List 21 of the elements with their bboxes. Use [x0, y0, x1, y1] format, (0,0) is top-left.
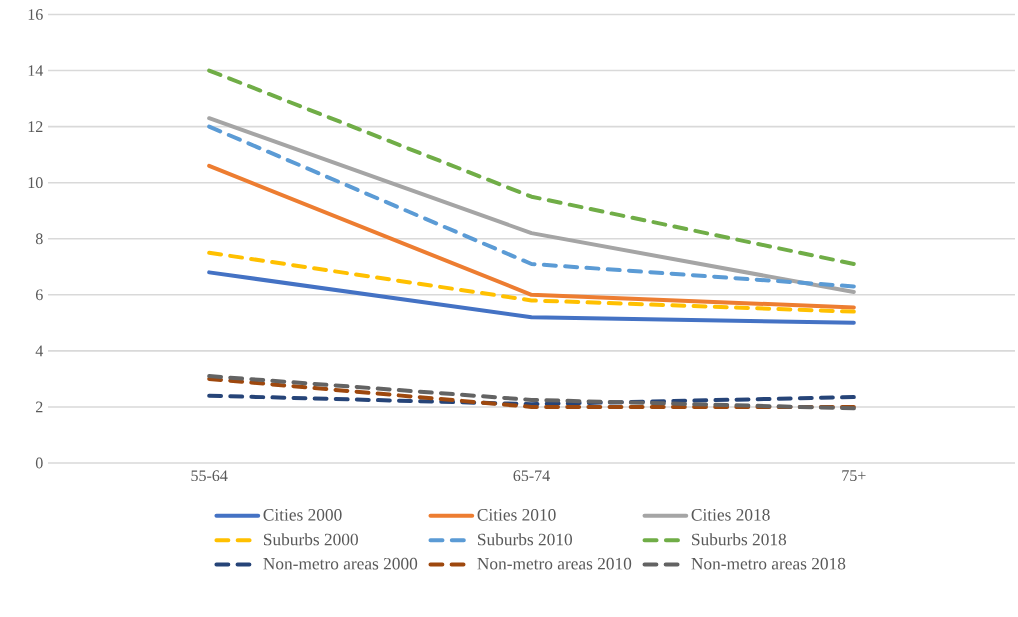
y-tick-label: 2 [36, 401, 43, 413]
x-tick-label: 65-74 [513, 470, 550, 482]
y-tick-label: 10 [28, 177, 43, 189]
legend-label: Cities 2010 [477, 508, 556, 521]
x-tick-label: 75+ [842, 470, 866, 481]
y-tick-label: 0 [35, 457, 43, 469]
y-tick-label: 14 [28, 65, 44, 76]
x-tick-label: 55-64 [191, 470, 228, 482]
y-tick-label: 4 [35, 345, 44, 357]
legend-label: Cities 2018 [691, 508, 770, 521]
y-tick-label: 6 [35, 289, 43, 301]
y-tick-label: 8 [35, 233, 43, 245]
legend-label: Suburbs 2018 [692, 533, 787, 546]
legend-label: Suburbs 2000 [263, 533, 358, 546]
y-tick-label: 12 [28, 121, 43, 132]
legend-label: Non-metro areas 2010 [477, 557, 632, 570]
legend-label: Non-metro areas 2000 [263, 557, 418, 570]
y-tick-label: 16 [28, 9, 43, 20]
legend-label: Cities 2000 [263, 508, 342, 521]
legend-label: Suburbs 2010 [478, 533, 573, 546]
legend-label: Non-metro areas 2018 [691, 557, 846, 570]
